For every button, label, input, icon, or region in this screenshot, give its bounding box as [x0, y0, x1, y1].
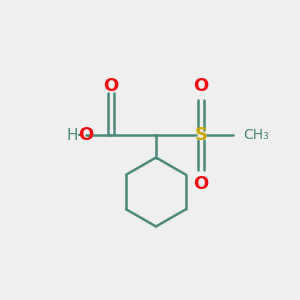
Text: CH₃: CH₃: [243, 128, 269, 142]
Text: ·: ·: [76, 127, 82, 146]
Text: O: O: [103, 77, 118, 95]
Text: O: O: [194, 175, 208, 193]
Text: H: H: [66, 128, 78, 142]
Text: O: O: [78, 126, 93, 144]
Text: O: O: [194, 77, 208, 95]
Text: S: S: [194, 126, 208, 144]
